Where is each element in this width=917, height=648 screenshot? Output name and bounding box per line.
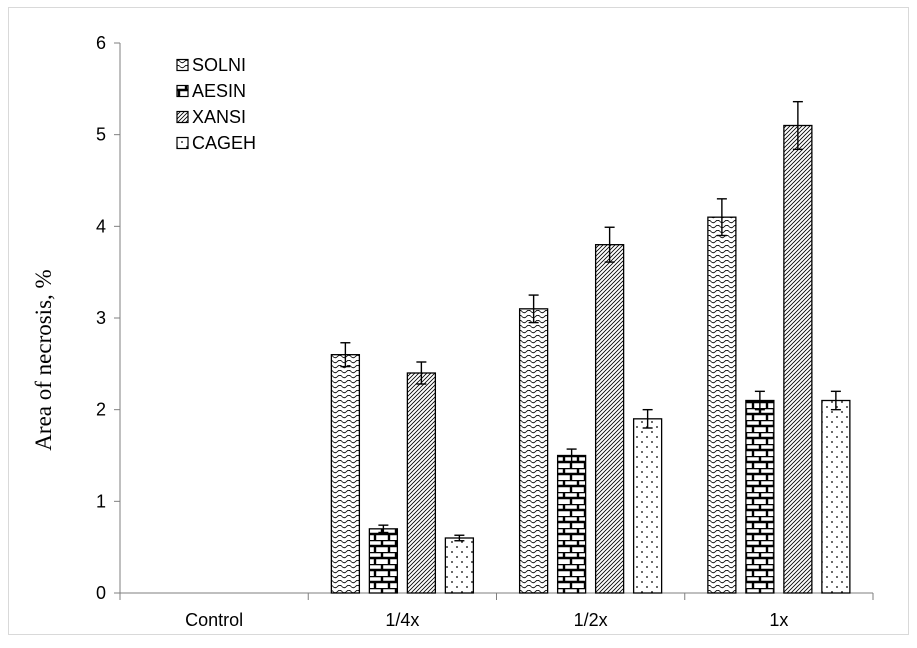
legend-swatch-xansi	[176, 110, 189, 124]
legend-swatch-solni	[176, 58, 189, 72]
bar-aesin	[745, 399, 775, 594]
y-tick-label: 2	[96, 400, 106, 420]
bar-xansi	[594, 244, 625, 594]
legend-swatch-cageh	[176, 136, 189, 150]
bar-cageh	[821, 399, 851, 594]
legend-label-cageh: CAGEH	[192, 133, 256, 153]
y-tick-label: 5	[96, 125, 106, 145]
chart-border	[8, 7, 909, 635]
legend-label-xansi: XANSI	[192, 107, 246, 127]
y-axis-title: Area of necrosis, %	[31, 269, 56, 450]
bar-solni	[707, 216, 737, 594]
bar-aesin	[556, 454, 587, 594]
bar-solni	[330, 354, 361, 594]
bar-xansi	[783, 124, 813, 594]
legend-swatch-aesin	[176, 84, 189, 98]
y-tick-label: 6	[96, 33, 106, 53]
plot-area: 0 1 2 3 4 5 6 Control 1/4x 1/2x 1x SOLNI AESIN XANSI C…	[96, 33, 874, 630]
x-tick-label: 1x	[769, 610, 788, 630]
y-tick-label: 4	[96, 216, 106, 236]
bar-solni	[518, 308, 549, 594]
x-tick-label: 1/4x	[385, 610, 419, 630]
bar-aesin	[368, 528, 399, 594]
x-tick-label: Control	[185, 610, 243, 630]
bar-xansi	[406, 372, 437, 594]
legend-label-solni: SOLNI	[192, 55, 246, 75]
x-tick-label: 1/2x	[574, 610, 608, 630]
legend-label-aesin: AESIN	[192, 81, 246, 101]
y-tick-label: 3	[96, 308, 106, 328]
y-tick-label: 1	[96, 491, 106, 511]
y-tick-label: 0	[96, 583, 106, 603]
bar-cageh	[632, 418, 663, 594]
bar-cageh	[444, 537, 475, 594]
